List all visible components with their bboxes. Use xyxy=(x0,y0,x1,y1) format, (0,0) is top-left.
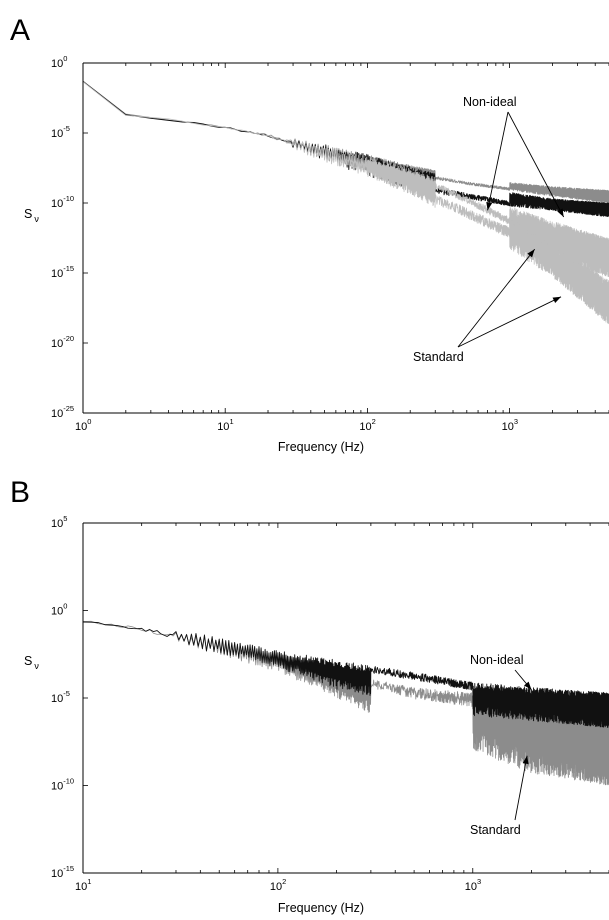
arrow-head xyxy=(524,681,532,690)
arrow-head xyxy=(522,755,529,765)
series-line xyxy=(83,81,609,218)
plot-area xyxy=(83,620,609,786)
x-tick-label: 101 xyxy=(75,877,91,893)
y-tick-label: 10-5 xyxy=(51,124,70,140)
series-line xyxy=(83,80,609,204)
y-tick-label: 100 xyxy=(51,602,67,618)
x-tick-label: 103 xyxy=(465,877,481,893)
arrow-head xyxy=(527,249,535,258)
y-tick-label: 10-15 xyxy=(51,264,74,280)
series-line xyxy=(83,621,609,728)
arrow-head xyxy=(552,296,562,303)
x-tick-label: 103 xyxy=(502,417,518,433)
annotation-label: Standard xyxy=(470,823,521,837)
chart-panel-b: B 101 102 103 105 100 10-5 10-10 10-15 Frequency … xyxy=(10,476,609,915)
x-tick-label: 101 xyxy=(217,417,233,433)
panel-letter: A xyxy=(10,14,30,47)
annotation-arrow xyxy=(457,296,562,348)
x-tick-label: 102 xyxy=(359,417,375,433)
y-tick-label: 100 xyxy=(51,54,67,70)
annotation-label: Non-ideal xyxy=(463,95,517,109)
annotation-arrow xyxy=(487,111,509,211)
x-tick-label: 102 xyxy=(270,877,286,893)
y-tick-label: 10-10 xyxy=(51,777,74,793)
series-line xyxy=(83,81,609,278)
annotation-arrow xyxy=(514,755,528,821)
x-axis-title: Frequency (Hz) xyxy=(278,440,364,454)
chart-panel-a: A 100 101 102 103 100 10-5 10-10 10-15 10-20 10-25… xyxy=(10,14,609,454)
annotation-arrow xyxy=(457,248,535,348)
series-line xyxy=(367,159,609,325)
x-tick-label: 100 xyxy=(75,417,91,433)
y-tick-label: 10-25 xyxy=(51,404,74,420)
series-line xyxy=(83,620,609,786)
x-axis-title: Frequency (Hz) xyxy=(278,901,364,915)
annotation-label: Standard xyxy=(413,350,464,364)
annotation-label: Non-ideal xyxy=(470,653,524,667)
plot-area xyxy=(83,80,609,325)
y-tick-label: 105 xyxy=(51,514,67,530)
y-tick-label: 10-20 xyxy=(51,334,74,350)
arrow-head xyxy=(486,201,493,211)
annotation-arrow xyxy=(507,111,565,218)
y-tick-label: 10-15 xyxy=(51,864,74,880)
y-tick-label: 10-10 xyxy=(51,194,74,210)
arrow-head xyxy=(557,208,564,217)
y-tick-label: 10-5 xyxy=(51,689,70,705)
panel-letter: B xyxy=(10,476,30,509)
